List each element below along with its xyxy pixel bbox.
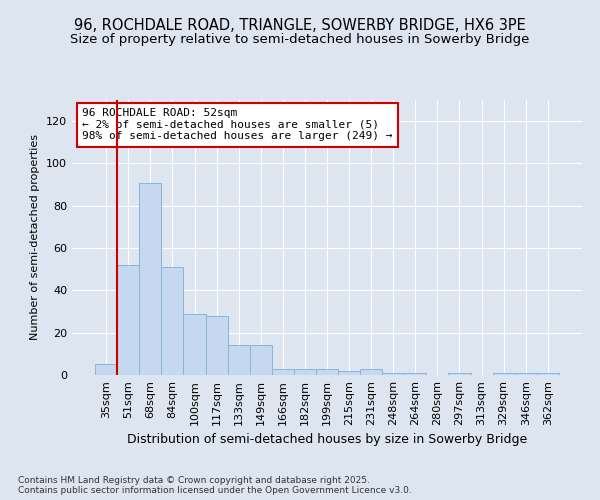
Bar	[272, 368, 294, 375]
X-axis label: Distribution of semi-detached houses by size in Sowerby Bridge: Distribution of semi-detached houses by …	[127, 434, 527, 446]
Text: 96 ROCHDALE ROAD: 52sqm
← 2% of semi-detached houses are smaller (5)
98% of semi: 96 ROCHDALE ROAD: 52sqm ← 2% of semi-det…	[82, 108, 392, 142]
Bar	[95, 364, 117, 375]
Bar	[537, 373, 559, 375]
Bar	[338, 371, 360, 375]
Bar	[382, 373, 404, 375]
Text: Size of property relative to semi-detached houses in Sowerby Bridge: Size of property relative to semi-detach…	[70, 32, 530, 46]
Bar	[206, 316, 227, 375]
Bar	[161, 267, 184, 375]
Bar	[515, 373, 537, 375]
Y-axis label: Number of semi-detached properties: Number of semi-detached properties	[31, 134, 40, 340]
Bar	[493, 373, 515, 375]
Bar	[404, 373, 427, 375]
Bar	[250, 346, 272, 375]
Bar	[117, 265, 139, 375]
Bar	[227, 346, 250, 375]
Bar	[316, 368, 338, 375]
Text: 96, ROCHDALE ROAD, TRIANGLE, SOWERBY BRIDGE, HX6 3PE: 96, ROCHDALE ROAD, TRIANGLE, SOWERBY BRI…	[74, 18, 526, 32]
Bar	[184, 314, 206, 375]
Bar	[360, 368, 382, 375]
Bar	[139, 182, 161, 375]
Text: Contains HM Land Registry data © Crown copyright and database right 2025.
Contai: Contains HM Land Registry data © Crown c…	[18, 476, 412, 495]
Bar	[294, 368, 316, 375]
Bar	[448, 373, 470, 375]
